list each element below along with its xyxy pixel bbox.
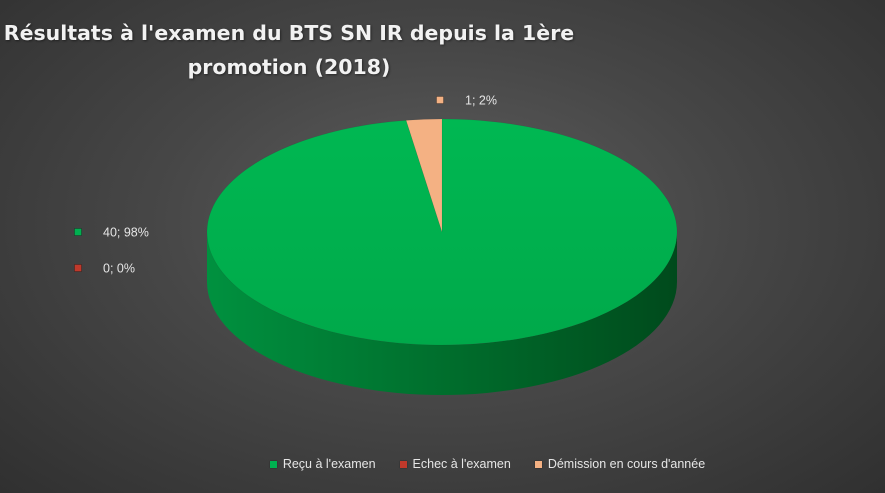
chart-title: Résultats à l'examen du BTS SN IR depuis… (0, 16, 578, 84)
legend-label-echec: Echec à l'examen (412, 457, 511, 471)
legend: Reçu à l'examen Echec à l'examen Démissi… (0, 457, 885, 471)
legend-item-demission: Démission en cours d'année (534, 457, 706, 471)
data-label-marker-2 (436, 96, 444, 104)
legend-swatch-recu (269, 460, 277, 468)
data-label-text-2: 1; 2% (465, 94, 497, 108)
data-label-2: 1; 2% (436, 94, 497, 108)
data-label-marker-1 (74, 264, 82, 272)
legend-label-recu: Reçu à l'examen (282, 457, 376, 471)
legend-swatch-demission (534, 460, 542, 468)
data-label-0: 40; 98% (74, 226, 149, 240)
data-label-marker-0 (74, 228, 82, 236)
chart-title-line-2: promotion (2018) (187, 55, 391, 79)
chart-title-line-1: Résultats à l'examen du BTS SN IR depuis… (3, 21, 575, 45)
data-label-text-0: 40; 98% (103, 226, 149, 240)
legend-item-recu: Reçu à l'examen (269, 457, 376, 471)
pie-slice-2 (405, 118, 443, 233)
legend-swatch-echec (399, 460, 407, 468)
pie-slice-0 (206, 118, 678, 346)
legend-item-echec: Echec à l'examen (399, 457, 511, 471)
data-label-1: 0; 0% (74, 262, 135, 276)
legend-label-demission: Démission en cours d'année (547, 457, 706, 471)
pie-slice-side-0 (207, 232, 677, 395)
data-label-text-1: 0; 0% (103, 262, 135, 276)
